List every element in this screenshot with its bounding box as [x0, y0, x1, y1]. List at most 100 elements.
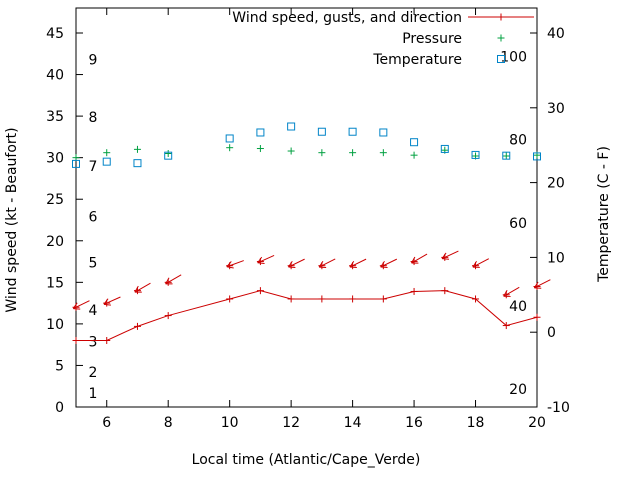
fahrenheit-label: 60 [509, 216, 527, 232]
wind-direction-arrow [349, 266, 357, 269]
legend-samples [468, 13, 534, 63]
temperature-point [256, 128, 265, 137]
temperature-point [440, 144, 449, 153]
temperature-series [72, 122, 541, 168]
x-tick-label: 8 [164, 415, 173, 431]
wind-direction-arrow [103, 298, 109, 305]
wind-direction-arrow [318, 258, 336, 268]
temperature-point [287, 122, 296, 131]
temperature-point [471, 150, 480, 159]
temperature-point [164, 151, 173, 160]
y-right-tick-label: 20 [547, 176, 565, 192]
wind-direction-arrow [380, 266, 388, 269]
y-right-tick-label: 0 [547, 325, 556, 341]
wind-direction-arrow [257, 254, 275, 264]
wind-speed-line [76, 290, 538, 342]
wind-direction-arrow [380, 258, 398, 268]
wind-direction-arrow [257, 256, 263, 264]
wind-direction-arrow [226, 266, 234, 269]
y-right-axis-title: Temperature (C - F) [596, 146, 612, 283]
wind-direction-arrow [534, 279, 551, 289]
temperature-point [348, 127, 357, 136]
beaufort-label: 5 [89, 255, 98, 271]
wind-direction-arrow [411, 256, 416, 264]
temperature-point [317, 127, 326, 136]
y-left-tick-label: 15 [46, 275, 64, 291]
wind-direction-arrow [165, 274, 182, 285]
wind-direction-arrow [442, 258, 450, 260]
fahrenheit-label: 100 [500, 50, 527, 66]
x-tick-label: 18 [467, 415, 485, 431]
wind-direction-arrow [288, 258, 305, 268]
y-left-tick-label: 5 [55, 358, 64, 374]
wind-direction-arrow [226, 261, 232, 268]
x-tick-label: 16 [405, 415, 423, 431]
wind-direction-arrow [73, 300, 90, 310]
beaufort-label: 4 [89, 303, 98, 319]
fahrenheit-label: 40 [509, 299, 527, 315]
wind-series [72, 250, 551, 345]
beaufort-label: 9 [89, 53, 98, 69]
y-left-axis-title: Wind speed (kt - Beaufort) [4, 127, 20, 312]
y-left-tick-label: 30 [46, 151, 64, 167]
beaufort-label: 6 [89, 210, 98, 226]
wind-direction-arrow [134, 285, 139, 293]
wind-direction-arrow [441, 250, 459, 260]
x-tick-label: 12 [282, 415, 300, 431]
beaufort-label: 3 [89, 334, 98, 350]
x-axis: 6 8 10 12 14 16 18 20 [102, 8, 546, 431]
x-tick-label: 14 [344, 415, 362, 431]
temperature-point [72, 159, 80, 168]
temperature-point [102, 157, 111, 166]
wind-direction-arrow [472, 260, 477, 268]
y-left-tick-label: 10 [46, 317, 64, 333]
temperature-point [533, 152, 541, 161]
wind-direction-arrow [349, 260, 355, 268]
wind-direction-arrow [165, 277, 170, 285]
x-tick-label: 10 [221, 415, 239, 431]
y-left-tick-label: 20 [46, 234, 64, 250]
plot-border-rect [75, 7, 538, 408]
y-left-tick-label: 40 [46, 68, 64, 84]
beaufort-scale: 1 2 3 4 5 6 7 8 9 [89, 53, 98, 402]
wind-direction-arrow [226, 260, 244, 268]
wind-direction-arrow [103, 296, 121, 305]
fahrenheit-label: 80 [509, 133, 527, 149]
wind-direction-arrow [503, 286, 520, 297]
wind-direction-arrow [288, 266, 296, 269]
x-tick-label: 20 [528, 415, 546, 431]
wind-direction-arrow [503, 290, 508, 297]
y-right-tick-label: -10 [547, 400, 570, 416]
y-right-tick-label: 40 [547, 26, 565, 42]
wind-direction-arrow [257, 262, 265, 265]
temperature-point [502, 151, 511, 160]
wind-direction-arrow [472, 258, 490, 268]
wind-direction-arrow [134, 282, 151, 293]
wind-direction-arrow [441, 252, 447, 259]
fahrenheit-scale: 20 40 60 80 100 [500, 50, 527, 398]
legend-sample-temperature-marker [497, 55, 505, 63]
y-left-tick-label: 0 [55, 400, 64, 416]
y-left-tick-label: 25 [46, 192, 64, 208]
beaufort-label: 2 [89, 365, 98, 381]
y-left-tick-label: 45 [46, 26, 64, 42]
x-axis-title: Local time (Atlantic/Cape_Verde) [192, 452, 421, 468]
wind-direction-arrow [411, 253, 428, 264]
temperature-point [410, 138, 419, 147]
y-axis-right: -10 0 10 20 30 40 [530, 26, 570, 416]
legend-label-wind: Wind speed, gusts, and direction [232, 10, 462, 26]
wind-direction-arrow [533, 281, 539, 289]
y-right-tick-label: 30 [547, 101, 565, 117]
y-axis-left: 0 5 10 15 20 25 30 35 40 45 [46, 26, 83, 416]
fahrenheit-label: 20 [509, 382, 527, 398]
y-left-tick-label: 35 [46, 109, 64, 125]
wind-direction-arrow [72, 302, 78, 309]
plot-border [75, 7, 538, 408]
temperature-point [225, 134, 234, 143]
wind-direction-arrow [103, 303, 111, 306]
x-tick-label: 6 [102, 415, 111, 431]
wind-direction-arrow [288, 260, 293, 268]
pressure-series [72, 144, 541, 162]
